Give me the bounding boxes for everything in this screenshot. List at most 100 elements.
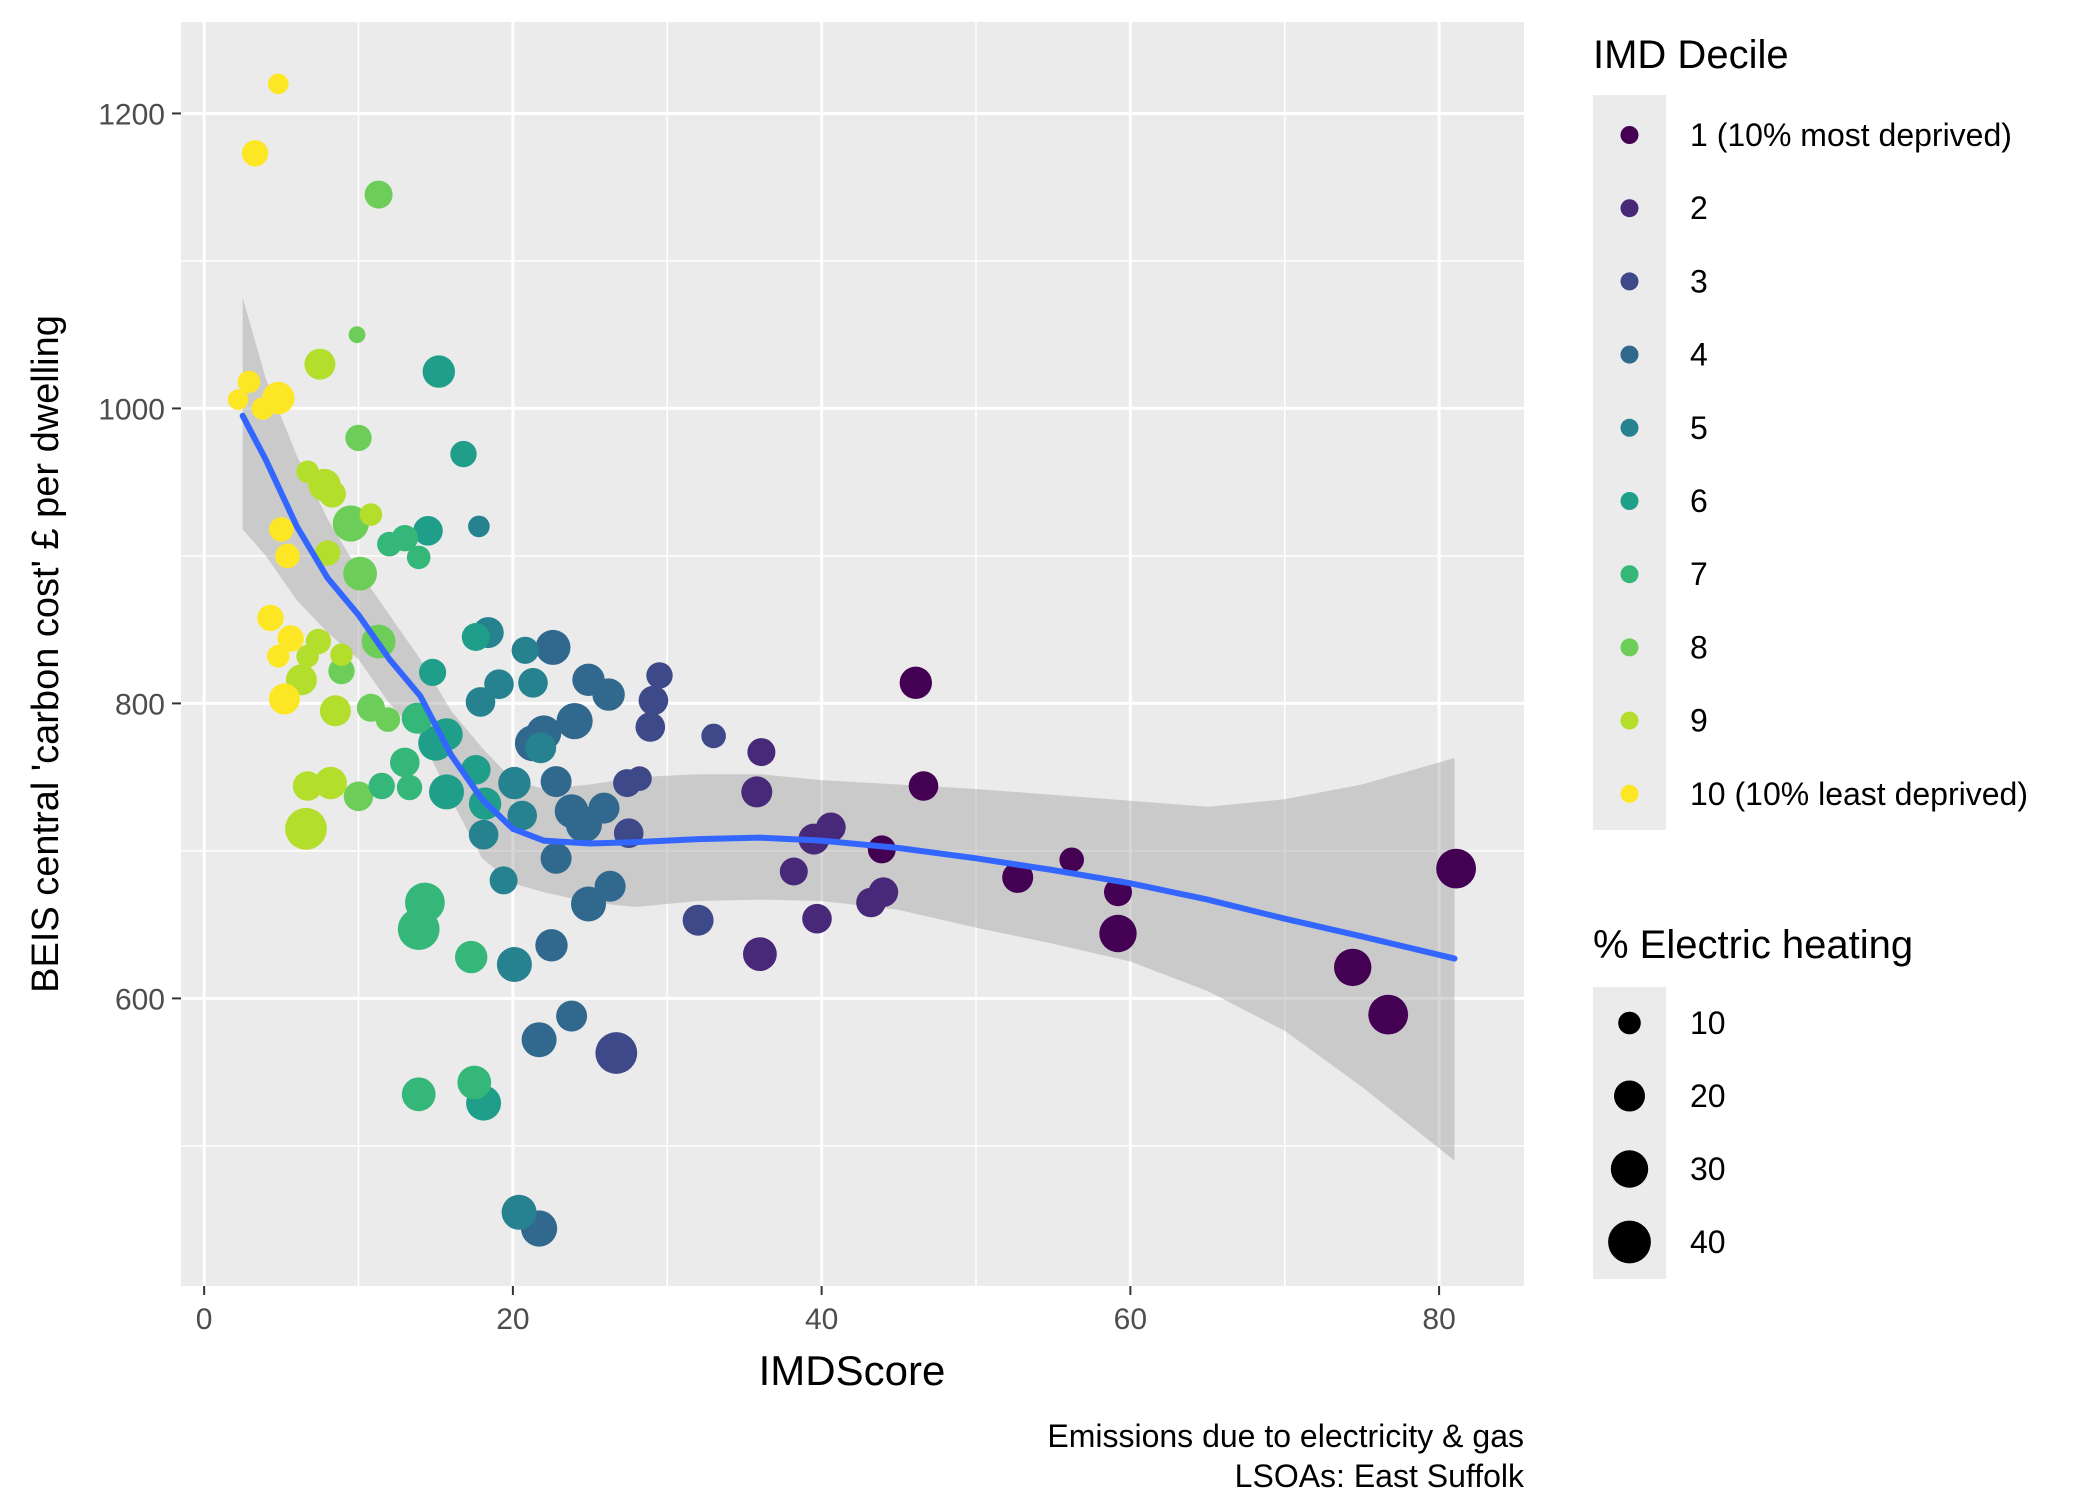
data-point — [396, 774, 423, 801]
legend-size-key — [1610, 1150, 1649, 1188]
legend-color-label: 6 — [1690, 483, 1708, 519]
smooth-trend-line — [239, 412, 1458, 962]
data-point — [343, 556, 377, 591]
data-point — [318, 480, 346, 508]
legend-color-title: IMD Decile — [1593, 33, 1789, 77]
data-point — [743, 937, 777, 971]
data-point — [507, 800, 537, 831]
data-point — [455, 940, 488, 974]
data-point — [856, 887, 886, 918]
data-point — [501, 1194, 537, 1230]
plot-panel — [181, 22, 1524, 1286]
data-point — [330, 643, 353, 666]
legend-color-label: 5 — [1690, 410, 1708, 446]
legend-size-label: 30 — [1690, 1151, 1726, 1187]
data-point — [556, 703, 593, 740]
data-point — [592, 678, 625, 711]
legend-color-label: 3 — [1690, 263, 1708, 299]
data-point — [296, 460, 319, 484]
data-point — [269, 517, 294, 542]
data-point — [635, 712, 666, 742]
data-point — [314, 766, 347, 800]
legend-color-key-background — [1593, 95, 1666, 830]
data-point — [328, 657, 355, 685]
x-tick-label: 80 — [1422, 1303, 1455, 1336]
data-point — [268, 683, 300, 715]
legend-color-label: 4 — [1690, 337, 1708, 373]
legend-color-label: 8 — [1690, 629, 1708, 665]
y-tick-label: 600 — [115, 983, 165, 1016]
data-point — [241, 140, 269, 167]
data-point — [343, 781, 374, 812]
legend-size-label: 10 — [1690, 1005, 1726, 1041]
legend-color-label: 1 (10% most deprived) — [1690, 117, 2012, 153]
data-point — [314, 540, 341, 566]
x-tick-label: 20 — [496, 1303, 529, 1336]
data-point — [461, 623, 490, 651]
data-point — [556, 1000, 588, 1032]
x-axis-title: IMDScore — [759, 1347, 946, 1394]
data-point — [465, 687, 496, 717]
data-point — [375, 707, 401, 732]
data-point — [899, 666, 932, 699]
data-point — [368, 772, 395, 800]
legend-size-label: 20 — [1690, 1078, 1726, 1114]
y-tick-label: 800 — [115, 688, 165, 721]
x-tick-label: 0 — [196, 1303, 213, 1336]
data-point — [292, 771, 323, 801]
data-point — [511, 636, 539, 664]
data-point — [540, 766, 572, 798]
data-point — [405, 882, 445, 923]
data-point — [747, 738, 776, 767]
data-point — [535, 629, 571, 665]
y-tick-label: 1000 — [98, 393, 165, 426]
data-point — [257, 604, 284, 632]
data-point — [701, 723, 726, 749]
data-point — [401, 1077, 436, 1112]
data-point — [348, 326, 366, 344]
grid-major — [181, 22, 1524, 1286]
legend-color-label: 9 — [1690, 703, 1708, 739]
data-point — [237, 370, 261, 394]
data-point — [267, 644, 290, 668]
data-point — [422, 355, 455, 388]
data-point — [540, 842, 572, 874]
legend-color-label: 10 (10% least deprived) — [1690, 776, 2028, 812]
legend-size-label: 40 — [1690, 1224, 1726, 1260]
x-tick-label: 60 — [1114, 1303, 1147, 1336]
data-point — [646, 662, 673, 689]
data-point — [525, 732, 557, 764]
data-point — [741, 776, 773, 808]
data-point — [571, 886, 606, 922]
data-point — [1334, 948, 1372, 987]
data-point — [450, 440, 477, 468]
x-axis-ticks: 0 20 40 60 80 — [196, 1286, 1456, 1336]
data-point — [489, 866, 518, 895]
data-point — [682, 904, 714, 936]
data-point — [1436, 848, 1476, 889]
legend-color-key — [1620, 784, 1639, 803]
data-point — [429, 774, 464, 810]
data-point — [268, 73, 289, 95]
legend-color-key — [1620, 565, 1639, 584]
data-point — [802, 903, 832, 934]
legend-color-key — [1620, 711, 1639, 730]
y-axis-ticks: 600 800 1000 1200 — [98, 98, 181, 1016]
data-point — [588, 792, 620, 824]
data-point — [364, 180, 393, 209]
data-point — [285, 807, 327, 850]
legend-color-label: 2 — [1690, 190, 1708, 226]
data-point — [496, 947, 532, 982]
data-point — [779, 857, 808, 886]
data-point — [484, 669, 514, 699]
data-point — [345, 424, 372, 452]
data-point — [1099, 914, 1137, 953]
caption-line-2: LSOAs: East Suffolk — [1235, 1458, 1525, 1494]
legend-color-key — [1620, 272, 1639, 291]
data-point — [406, 545, 431, 570]
data-point — [275, 543, 300, 569]
data-point — [816, 812, 846, 843]
data-point — [1059, 847, 1084, 873]
data-point — [468, 819, 499, 850]
